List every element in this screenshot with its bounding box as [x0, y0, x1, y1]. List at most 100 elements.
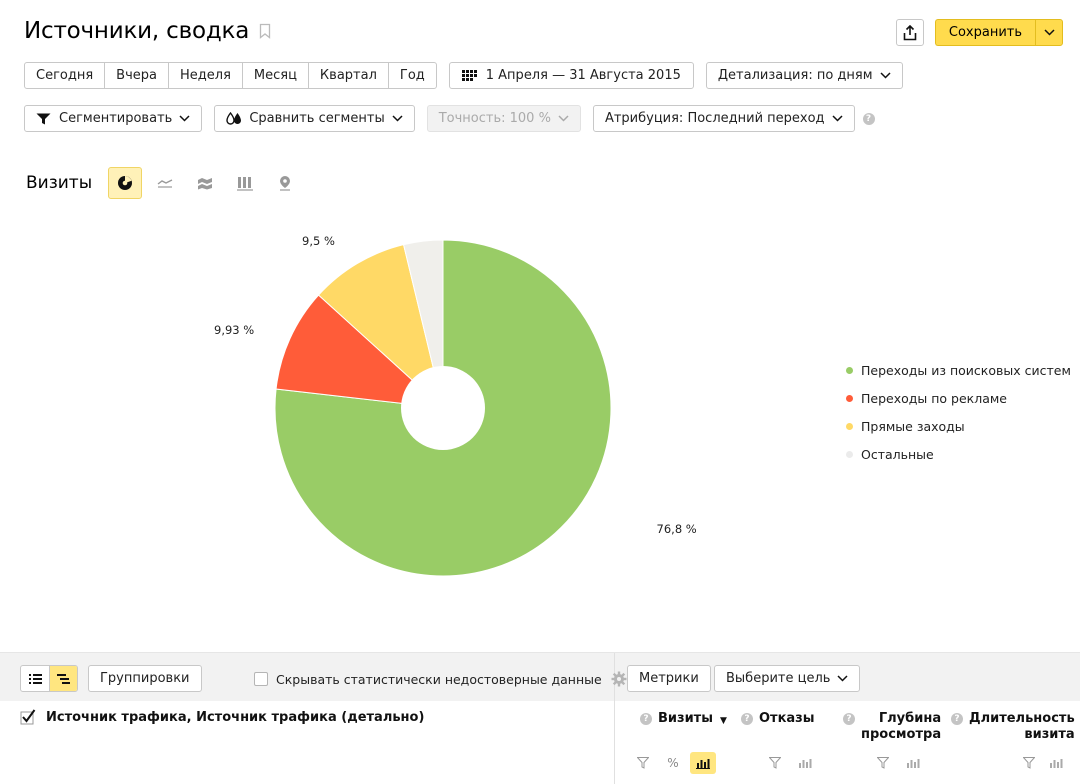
tab-area-chart[interactable]	[188, 167, 222, 199]
help-icon[interactable]: ?	[843, 713, 855, 725]
legend-swatch	[846, 394, 853, 402]
help-icon[interactable]: ?	[951, 713, 963, 725]
column-depth-line2: просмотра	[861, 727, 942, 742]
chart-legend: Переходы из поисковых систем Переходы по …	[846, 356, 1071, 468]
accuracy-dropdown: Точность: 100 %	[426, 105, 581, 132]
column-duration[interactable]: ? Длительность визита	[951, 711, 1075, 743]
tab-line-chart[interactable]	[148, 167, 182, 199]
period-month[interactable]: Месяц	[243, 63, 309, 88]
metrics-button[interactable]: Метрики	[627, 665, 711, 692]
bar-icon	[237, 176, 254, 191]
chevron-down-icon	[837, 675, 848, 682]
compare-dropdown[interactable]: Сравнить сегменты	[214, 105, 415, 132]
legend-label: Остальные	[861, 446, 934, 462]
filter-icon	[769, 757, 781, 769]
period-quarter[interactable]: Квартал	[309, 63, 389, 88]
column-visits[interactable]: ? Визиты ▼	[640, 711, 727, 729]
pie-slice[interactable]	[317, 244, 444, 410]
period-row: Сегодня Вчера Неделя Месяц Квартал Год 1…	[24, 62, 903, 89]
depth-column-tools	[870, 752, 930, 774]
attribution-dropdown[interactable]: Атрибуция: Последний переход	[592, 105, 855, 132]
filter-button[interactable]	[762, 752, 788, 774]
legend-item[interactable]: Прямые заходы	[846, 412, 1071, 440]
pie-slice[interactable]	[402, 239, 444, 409]
pie-hole	[401, 366, 485, 450]
date-range-button[interactable]: 1 Апреля — 31 Августа 2015	[448, 62, 694, 89]
sort-desc-icon: ▼	[719, 716, 727, 726]
chevron-down-icon	[880, 72, 891, 79]
filter-icon	[1023, 757, 1035, 769]
page-title: Источники, сводка	[24, 18, 250, 44]
column-bounces[interactable]: ? Отказы	[741, 711, 815, 727]
filter-button[interactable]	[870, 752, 896, 774]
gear-icon[interactable]	[611, 671, 627, 687]
tab-map-chart[interactable]	[268, 167, 302, 199]
help-icon[interactable]: ?	[640, 713, 652, 725]
filter-button[interactable]	[1016, 752, 1042, 774]
segment-dropdown[interactable]: Сегментировать	[24, 105, 203, 132]
column-bounces-label: Отказы	[759, 711, 815, 726]
list-icon	[28, 673, 42, 684]
dimension-label: Источник трафика, Источник трафика (дета…	[46, 709, 425, 725]
period-today[interactable]: Сегодня	[25, 63, 106, 88]
legend-item[interactable]: Остальные	[846, 440, 1071, 468]
period-year[interactable]: Год	[399, 68, 425, 83]
segment-label: Сегментировать	[59, 111, 173, 126]
checkmark-icon	[20, 709, 36, 725]
save-group: Сохранить	[934, 19, 1063, 46]
legend-swatch	[846, 450, 853, 458]
bars-icon	[1050, 758, 1063, 768]
percent-button[interactable]: %	[660, 752, 686, 774]
compare-label: Сравнить сегменты	[249, 111, 385, 126]
legend-item[interactable]: Переходы из поисковых систем	[846, 356, 1071, 384]
period-yesterday[interactable]: Вчера	[105, 63, 169, 88]
bar-view-button[interactable]	[690, 752, 716, 774]
save-button[interactable]: Сохранить	[934, 19, 1035, 46]
tree-view-button[interactable]	[49, 666, 77, 691]
bars-icon	[799, 758, 812, 768]
bar-view-button[interactable]	[1046, 752, 1066, 774]
area-icon	[198, 177, 213, 189]
bars-icon	[907, 758, 920, 768]
groupings-button[interactable]: Группировки	[88, 665, 202, 692]
pie-slice[interactable]	[275, 294, 445, 409]
filter-button[interactable]	[630, 752, 656, 774]
bar-view-button[interactable]	[900, 752, 926, 774]
table-toolbar: Группировки Скрывать статистически недос…	[0, 652, 1080, 784]
column-duration-line2: визита	[1024, 727, 1075, 742]
chevron-down-icon	[1043, 29, 1055, 36]
chart-type-tabs: Визиты	[26, 167, 308, 199]
bar-view-button[interactable]	[792, 752, 818, 774]
legend-label: Прямые заходы	[861, 418, 965, 434]
duration-column-tools	[1016, 752, 1066, 774]
line-icon	[157, 179, 173, 188]
pie-slice[interactable]	[274, 239, 612, 577]
period-week[interactable]: Неделя	[169, 63, 243, 88]
tab-pie-chart[interactable]	[108, 167, 143, 199]
attribution-label: Атрибуция: Последний переход	[604, 111, 825, 126]
pie-icon	[118, 176, 133, 190]
legend-item[interactable]: Переходы по рекламе	[846, 384, 1071, 412]
pie-slice-label: 9,93 %	[214, 323, 254, 337]
column-duration-line1: Длительность	[969, 711, 1075, 726]
date-range-label: 1 Апреля — 31 Августа 2015	[485, 68, 681, 83]
column-depth[interactable]: ? Глубина просмотра	[843, 711, 941, 743]
dimension-header[interactable]: Источник трафика, Источник трафика (дета…	[20, 709, 424, 725]
attribution-help-icon[interactable]: ?	[862, 112, 875, 125]
hide-unreliable-checkbox[interactable]	[254, 672, 268, 686]
tab-bar-chart[interactable]	[228, 167, 262, 199]
goal-label: Выберите цель	[726, 671, 831, 686]
export-button[interactable]	[895, 19, 924, 46]
help-icon[interactable]: ?	[741, 713, 753, 725]
percent-icon: %	[667, 756, 679, 770]
save-dropdown-button[interactable]	[1035, 19, 1063, 46]
bounces-column-tools	[762, 752, 822, 774]
visits-column-tools: %	[630, 752, 720, 774]
bookmark-icon[interactable]	[259, 23, 271, 39]
export-icon	[903, 24, 917, 40]
column-depth-line1: Глубина	[878, 711, 942, 726]
list-view-button[interactable]	[21, 666, 49, 691]
legend-swatch	[846, 422, 853, 430]
detail-dropdown[interactable]: Детализация: по дням	[705, 62, 903, 89]
goal-dropdown[interactable]: Выберите цель	[714, 665, 861, 692]
